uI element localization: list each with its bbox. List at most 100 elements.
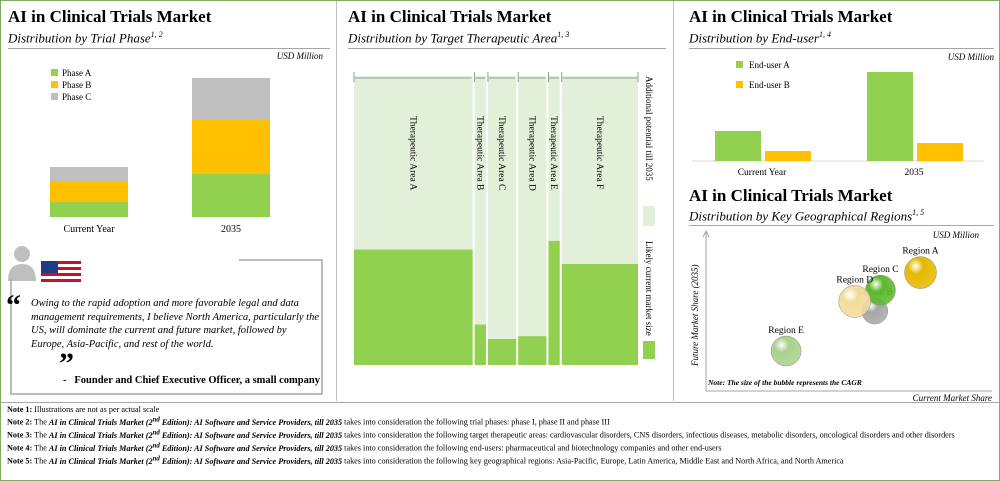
divider bbox=[1, 402, 999, 403]
report-title: AI in Clinical Trials Market (2 bbox=[48, 417, 153, 427]
report-title: AI in Clinical Trials Market (2nd Editio… bbox=[48, 416, 343, 427]
note: Note 2: The AI in Clinical Trials Market… bbox=[7, 415, 992, 428]
rule bbox=[689, 48, 994, 49]
area-label: Therapeutic Area B bbox=[474, 116, 484, 190]
chart: USD Million Phase A Phase B Phase C Current … bbox=[50, 51, 324, 235]
area-label: Therapeutic Area A bbox=[407, 116, 417, 191]
report-sup: nd bbox=[152, 455, 160, 463]
mekko-segment bbox=[487, 338, 517, 365]
unit-label: USD Million bbox=[933, 230, 980, 240]
quote-text: Owing to the rapid adoption and more fav… bbox=[31, 298, 320, 350]
note-text: The bbox=[34, 443, 47, 453]
note-label: Note 5: bbox=[7, 456, 33, 466]
subtitle-note: 1, 2 bbox=[150, 30, 163, 39]
x-axis-label: Current Market Share bbox=[913, 393, 992, 402]
mekko-segment bbox=[548, 76, 560, 241]
note-label: Note 3: bbox=[7, 430, 33, 440]
legend-label: Likely current market size bbox=[644, 241, 654, 336]
title: AI in Clinical Trials Market bbox=[348, 7, 552, 26]
mekko-segment bbox=[354, 76, 473, 250]
unit-label: USD Million bbox=[277, 51, 324, 61]
bubble bbox=[838, 285, 871, 318]
report-title: AI in Clinical Trials Market (2nd Editio… bbox=[48, 455, 343, 466]
legend-label: Phase B bbox=[62, 80, 91, 90]
bar-segment bbox=[50, 182, 128, 202]
note-label: Note 2: bbox=[7, 417, 33, 427]
bar-segment bbox=[50, 167, 128, 182]
bubble-label: Region D bbox=[836, 275, 873, 285]
title: AI in Clinical Trials Market bbox=[8, 7, 212, 26]
divider bbox=[336, 1, 337, 401]
note-label: Note 1: bbox=[7, 405, 33, 414]
chart: USD Million Future Market Share (2035) Cur… bbox=[690, 229, 992, 402]
x-tick-label: Current Year bbox=[738, 168, 787, 178]
title: AI in Clinical Trials Market bbox=[689, 186, 893, 205]
report-title: Edition): AI Software and Service Provid… bbox=[161, 417, 343, 427]
report-title: Edition): AI Software and Service Provid… bbox=[161, 430, 343, 440]
bar bbox=[715, 131, 761, 161]
note: Note: The size of the bubble represents … bbox=[707, 378, 862, 387]
report-sup: nd bbox=[152, 442, 160, 450]
subtitle-note: 1, 5 bbox=[912, 208, 925, 217]
bubble bbox=[770, 335, 802, 367]
arrow bbox=[702, 229, 710, 238]
bubble-label: Region C bbox=[862, 265, 898, 275]
note-label: Note 4: bbox=[7, 443, 33, 453]
unit-label: USD Million bbox=[948, 52, 995, 62]
note-text: Illustrations are not as per actual scal… bbox=[34, 405, 160, 414]
subtitle: Distribution by Target Therapeutic Area1… bbox=[348, 30, 569, 46]
note-text: takes into consideration the following k… bbox=[344, 456, 844, 466]
legend-swatch bbox=[51, 93, 58, 100]
notes: Note 1: Illustrations are not as per act… bbox=[7, 405, 992, 467]
mekko-segment bbox=[474, 76, 486, 325]
subtitle-text: Distribution by Trial Phase bbox=[8, 30, 151, 46]
quote-frame bbox=[10, 259, 323, 395]
person-icon bbox=[8, 264, 36, 281]
y-axis-label: Future Market Share (2035) bbox=[690, 264, 700, 367]
x-tick-label: 2035 bbox=[905, 168, 924, 178]
area-label: Therapeutic Area C bbox=[496, 116, 506, 190]
note-text: takes into consideration the following t… bbox=[344, 417, 610, 427]
note: Note 5: The AI in Clinical Trials Market… bbox=[7, 454, 992, 467]
report-title: Edition): AI Software and Service Provid… bbox=[161, 456, 343, 466]
mekko-segment bbox=[518, 76, 547, 337]
legend-label: Phase A bbox=[62, 68, 92, 78]
area-label: Therapeutic Area D bbox=[526, 116, 536, 191]
flag bbox=[41, 261, 81, 283]
legend-label: End-user B bbox=[749, 80, 790, 90]
bar-segment bbox=[192, 119, 270, 174]
report-title: AI in Clinical Trials Market (2 bbox=[48, 443, 153, 453]
mekko-segment bbox=[354, 249, 473, 365]
report-title: AI in Clinical Trials Market (2nd Editio… bbox=[48, 442, 342, 453]
subtitle-text: Distribution by End-user bbox=[689, 30, 819, 46]
mekko-segment bbox=[561, 263, 638, 365]
x-tick-label: 2035 bbox=[221, 224, 241, 235]
note-text: The bbox=[34, 430, 47, 440]
title: AI in Clinical Trials Market bbox=[689, 7, 893, 26]
subtitle: Distribution by End-user1, 4 bbox=[689, 30, 831, 46]
area-label: Therapeutic Area E bbox=[548, 116, 558, 190]
quote-author: - Founder and Chief Executive Officer, a… bbox=[63, 375, 320, 386]
person-icon bbox=[14, 246, 30, 262]
bar-segment bbox=[50, 202, 128, 217]
mekko-segment bbox=[518, 336, 547, 365]
legend-swatch bbox=[51, 69, 58, 76]
rule bbox=[8, 48, 330, 49]
bubble bbox=[904, 256, 937, 289]
report-sup: nd bbox=[152, 416, 160, 424]
bar bbox=[917, 143, 963, 161]
note: Note 1: Illustrations are not as per act… bbox=[7, 405, 992, 415]
legend-swatch bbox=[643, 341, 655, 359]
rule bbox=[689, 225, 994, 226]
report-title: AI in Clinical Trials Market (2 bbox=[48, 456, 153, 466]
subtitle-note: 1, 3 bbox=[557, 30, 570, 39]
rule bbox=[348, 48, 666, 49]
quote-graphics: “ ” bbox=[6, 246, 323, 395]
bubble-label: Region A bbox=[902, 247, 938, 257]
quote-mark: “ bbox=[6, 289, 21, 322]
mekko-segment bbox=[548, 240, 560, 365]
legend-swatch bbox=[736, 61, 743, 68]
subtitle-text: Distribution by Target Therapeutic Area bbox=[348, 30, 558, 46]
subtitle: Distribution by Key Geographical Regions… bbox=[689, 208, 924, 224]
